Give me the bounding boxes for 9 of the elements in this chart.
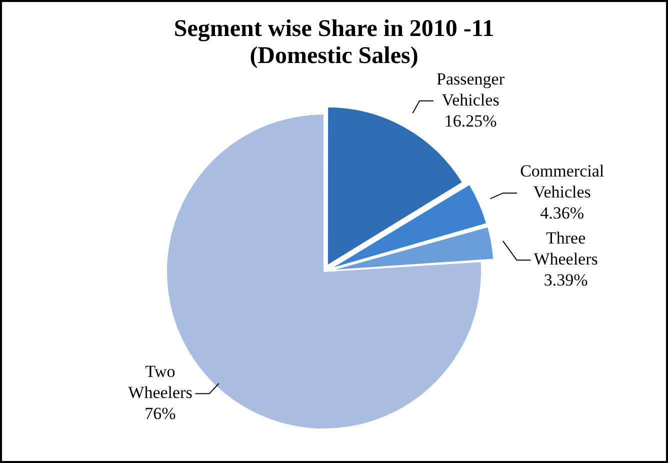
data-label: 3.39% [544,270,588,290]
data-label: 4.36% [540,204,584,223]
slice-label: Three Wheelers [534,228,598,269]
data-label: 16.25% [444,111,497,130]
slice-label: Commercial Vehicles [520,162,604,202]
slice-label: Passenger Vehicles [436,69,505,110]
slice-label: Two Wheelers [128,362,192,402]
chart-title: Segment wise Share in 2010 -11 (Domestic Sales) [172,16,496,70]
data-label: 76% [144,404,176,424]
